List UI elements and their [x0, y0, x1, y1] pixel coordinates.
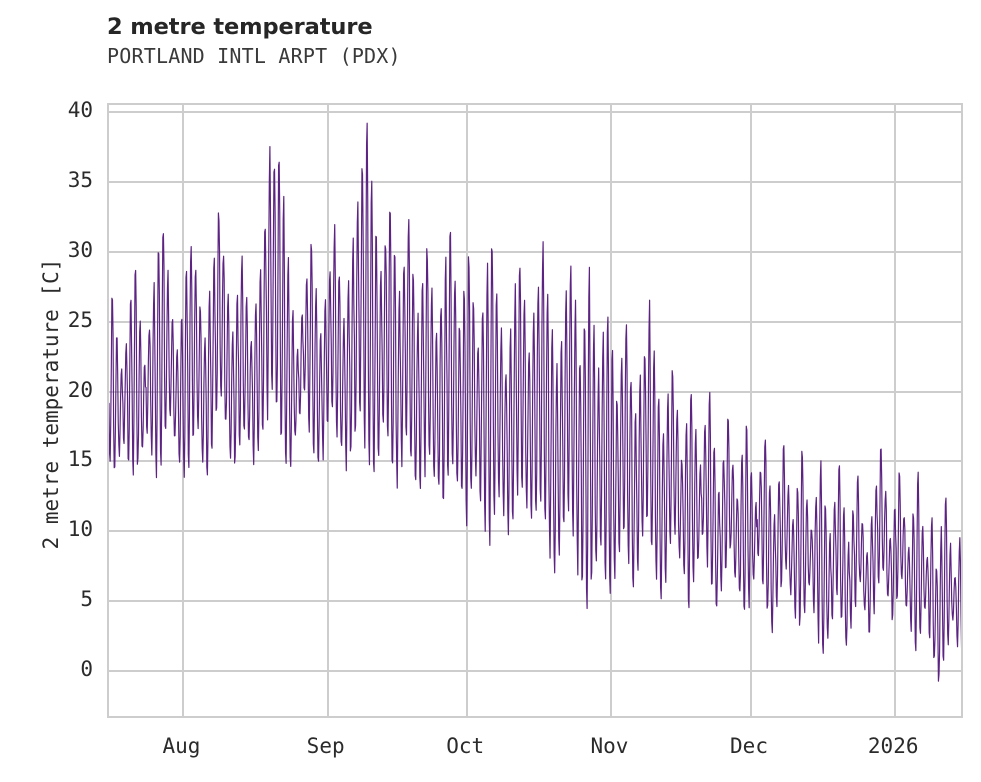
x-tick-label: Aug: [162, 734, 201, 758]
x-tick-label: Oct: [446, 734, 485, 758]
x-tick-label: Sep: [306, 734, 345, 758]
gridline-horizontal: [109, 250, 961, 253]
y-tick-label: 20: [67, 377, 93, 402]
y-tick-labels: 0 5 10 15 20 25 30 35 40: [0, 0, 93, 782]
gridline-vertical: [894, 105, 897, 716]
x-tick-label: 2026: [867, 734, 919, 758]
x-tick-label: Dec: [730, 734, 768, 758]
page-title: 2 metre temperature: [107, 14, 373, 40]
gridline-horizontal: [109, 180, 961, 183]
gridline-horizontal: [109, 110, 961, 113]
y-tick-label: 0: [80, 657, 93, 682]
temperature-series: [109, 122, 961, 682]
y-tick-label: 35: [67, 167, 93, 192]
y-tick-label: 40: [67, 97, 93, 122]
chart-subtitle: PORTLAND INTL ARPT (PDX): [107, 44, 401, 68]
gridline-vertical: [750, 105, 752, 716]
x-tick-label: Nov: [590, 734, 629, 758]
temperature-line: [109, 122, 961, 682]
y-tick-label: 25: [67, 307, 93, 332]
gridline-horizontal: [109, 320, 961, 323]
y-tick-label: 15: [67, 447, 93, 472]
y-tick-label: 5: [80, 587, 93, 612]
title-block: 2 metre temperature PORTLAND INTL ARPT (…: [107, 14, 927, 69]
plot-area: [107, 103, 963, 718]
gridline-horizontal: [109, 530, 961, 533]
plot-inner: [109, 105, 961, 716]
y-tick-label: 30: [67, 237, 93, 262]
gridline-horizontal: [109, 670, 961, 673]
gridline-horizontal: [109, 600, 961, 603]
y-tick-label: 10: [67, 517, 93, 542]
